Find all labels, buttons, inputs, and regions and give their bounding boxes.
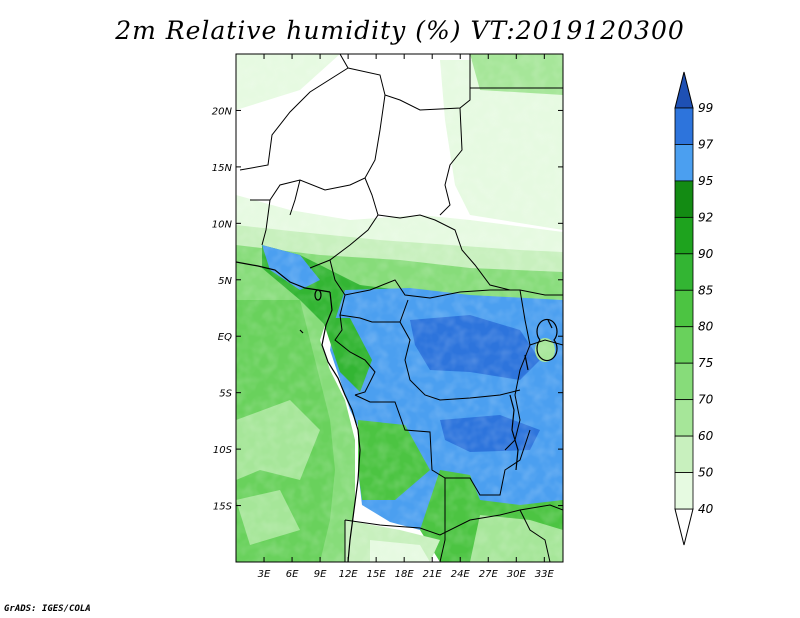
- colorbar-swatch: [674, 107, 694, 145]
- humidity-field: [236, 54, 563, 562]
- lon-tick-label: 9E: [314, 569, 327, 580]
- lon-tick-label: 21E: [423, 569, 443, 580]
- lat-tick-label: 20N: [212, 106, 233, 117]
- lon-tick-label: 24E: [451, 569, 471, 580]
- lat-tick-label: 15N: [212, 163, 233, 174]
- colorbar-label: 75: [698, 356, 713, 370]
- colorbar-label: 60: [698, 429, 714, 443]
- colorbar-label: 85: [698, 283, 713, 297]
- lat-tick-label: 10N: [212, 219, 233, 230]
- lon-tick-label: 3E: [258, 569, 271, 580]
- colorbar-label: 50: [698, 466, 714, 480]
- colorbar-label: 95: [698, 174, 713, 188]
- coastlines: [236, 261, 558, 562]
- lon-tick-label: 12E: [339, 569, 359, 580]
- grads-credit: GrADS: IGES/COLA: [4, 604, 91, 614]
- colorbar-label: 92: [698, 210, 713, 224]
- lat-tick-label: 15S: [213, 502, 233, 513]
- colorbar-swatch: [674, 362, 694, 401]
- colorbar-swatch: [674, 253, 694, 291]
- colorbar-label: 40: [698, 502, 714, 516]
- colorbar-label: 99: [698, 101, 713, 115]
- chart-title: 2m Relative humidity (%) VT:2019120300: [115, 16, 685, 45]
- colorbar-swatch: [674, 144, 694, 182]
- lat-tick-label: 5N: [218, 276, 232, 287]
- colorbar-swatch: [674, 289, 694, 328]
- lon-tick-label: 6E: [286, 569, 299, 580]
- lon-tick-label: 18E: [395, 569, 415, 580]
- colorbar-swatch: [674, 399, 694, 437]
- colorbar-swatch: [674, 472, 694, 510]
- lon-tick-label: 30E: [507, 569, 527, 580]
- colorbar: 99 97 95 92 90 85 80 75 70 60 50 40: [674, 71, 714, 546]
- colorbar-swatch: [674, 180, 694, 218]
- colorbar-swatch: [674, 216, 694, 255]
- colorbar-label: 80: [698, 320, 714, 334]
- country-borders: [239, 54, 563, 562]
- lon-tick-label: 33E: [535, 569, 555, 580]
- lat-tick-label: 10S: [213, 445, 233, 456]
- lat-tick-label: 5S: [219, 389, 232, 400]
- plot-frame: [235, 53, 564, 563]
- colorbar-swatch: [674, 435, 694, 473]
- latitude-axis: 20N 15N 10N 5N EQ 5S 10S 15S: [212, 106, 563, 513]
- colorbar-label: 90: [698, 247, 714, 261]
- colorbar-min-triangle: [674, 508, 694, 546]
- longitude-axis: 3E 6E 9E 12E 15E 18E 21E 24E 27E 30E 33E: [258, 54, 555, 580]
- lat-tick-label: EQ: [218, 332, 232, 343]
- colorbar-label: 70: [698, 393, 714, 407]
- lon-tick-label: 15E: [367, 569, 387, 580]
- colorbar-label: 97: [698, 137, 714, 151]
- colorbar-max-triangle: [674, 71, 694, 109]
- colorbar-swatch: [674, 326, 694, 364]
- lon-tick-label: 27E: [479, 569, 499, 580]
